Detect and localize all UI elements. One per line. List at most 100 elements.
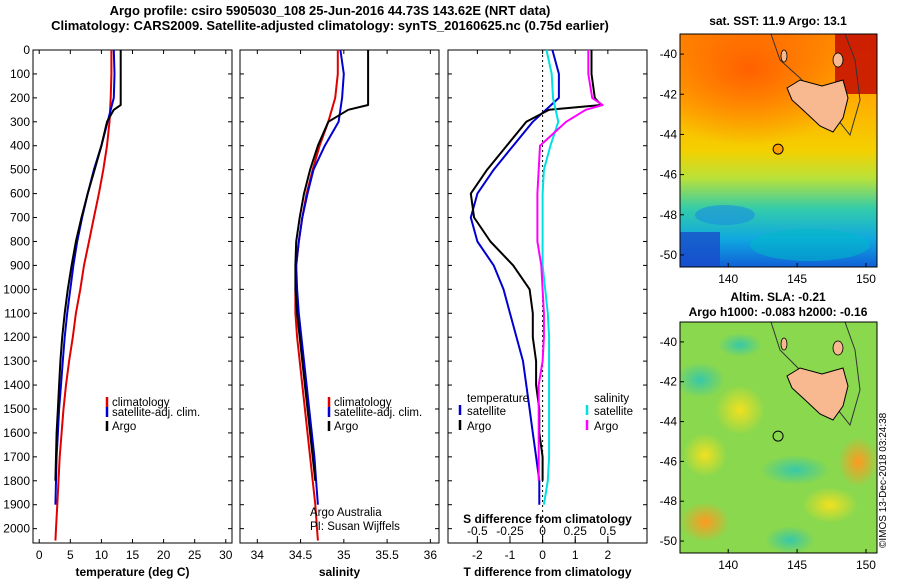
- legend-label-sal-argo: Argo: [594, 421, 618, 433]
- x-tick-label: 10: [95, 548, 109, 562]
- map-y-tick-label: -48: [660, 494, 678, 508]
- x-tick-label: 5: [67, 548, 74, 562]
- plot-frame: [239, 49, 440, 544]
- x-axis-label: T difference from climatology: [463, 565, 631, 579]
- series-line-satellite: [469, 49, 560, 505]
- x-axis-label: temperature (deg C): [75, 565, 189, 579]
- x-tick-label: 2: [605, 548, 612, 562]
- series-line-climatology: [54, 50, 113, 541]
- map-y-tick-label: -48: [660, 208, 678, 222]
- x-tick-label: -2: [472, 548, 483, 562]
- map-y-tick-label: -40: [660, 47, 678, 61]
- map-x-tick-label: 145: [787, 558, 807, 572]
- sla-low-anomaly: [760, 455, 830, 485]
- series-line-sal_argo: [536, 50, 604, 481]
- x-tick-label: 0: [36, 548, 43, 562]
- s-diff-tick-label: 0.5: [600, 524, 617, 538]
- sla-map-title-1: Altim. SLA: -0.21: [730, 290, 826, 304]
- sst-cool-patch: [750, 229, 870, 261]
- legend-label-temp-satellite: satellite: [467, 406, 506, 418]
- sla-low-anomaly: [765, 526, 815, 553]
- y-tick-label: 1300: [3, 354, 30, 368]
- plot-frame: [32, 49, 233, 544]
- x-axis-label: salinity: [319, 565, 361, 579]
- sst-cold-patch: [680, 232, 720, 267]
- sst-contour: [770, 34, 861, 137]
- y-tick-label: 500: [10, 163, 30, 177]
- map-y-tick-label: -44: [660, 415, 678, 429]
- y-tick-label: 600: [10, 187, 30, 201]
- king-island: [780, 337, 788, 351]
- sla-high-anomaly: [802, 487, 858, 523]
- y-tick-label: 200: [10, 91, 30, 105]
- y-tick-label: 1100: [4, 306, 30, 320]
- y-tick-label: 1400: [3, 378, 30, 392]
- x-tick-label: -1: [505, 548, 516, 562]
- x-tick-label: 34: [251, 548, 265, 562]
- s-diff-tick-label: 0.25: [564, 524, 588, 538]
- sst-map-frame: [679, 33, 878, 268]
- legend-label-sal-satellite: satellite: [594, 406, 633, 418]
- sla-low-anomaly: [718, 333, 762, 357]
- series-line-argo: [54, 50, 122, 481]
- x-tick-label: 30: [219, 548, 233, 562]
- s-diff-tick-label: -0.5: [467, 524, 488, 538]
- sla-high-anomaly: [838, 437, 877, 487]
- sla-high-anomaly: [680, 502, 730, 542]
- salinity-legend: climatology satellite-adj. clim. Argo Ar…: [310, 397, 422, 533]
- credit-line-1: Argo Australia: [310, 507, 382, 519]
- y-tick-label: 0: [23, 43, 30, 57]
- imos-timestamp: ©IMOS 13-Dec-2018 03:24:38: [878, 412, 889, 548]
- x-tick-label: 35.5: [375, 548, 399, 562]
- s-diff-tick-label: -0.25: [496, 524, 524, 538]
- y-tick-label: 1200: [3, 330, 30, 344]
- flinders-island: [832, 52, 844, 68]
- tasmania-landmass: [786, 367, 849, 421]
- sla-map: Altim. SLA: -0.21 Argo h1000: -0.083 h20…: [660, 290, 878, 572]
- x-tick-label: 15: [126, 548, 140, 562]
- x-tick-label: 36: [424, 548, 438, 562]
- y-tick-label: 1500: [3, 402, 30, 416]
- map-y-tick-label: -50: [660, 248, 678, 262]
- legend-label-climatology: climatology: [334, 397, 392, 409]
- legend-label-climatology: climatology: [112, 397, 170, 409]
- y-tick-label: 400: [10, 139, 30, 153]
- title-line-2: Climatology: CARS2009. Satellite-adjuste…: [51, 18, 609, 33]
- map-y-tick-label: -42: [660, 87, 678, 101]
- x-tick-label: 1: [572, 548, 579, 562]
- argo-position-marker: [772, 143, 784, 155]
- y-tick-label: 2000: [3, 522, 30, 536]
- legend-label-temp-argo: Argo: [467, 421, 491, 433]
- sst-cool-patch: [695, 205, 755, 225]
- y-tick-label: 300: [10, 115, 30, 129]
- y-tick-label: 1800: [3, 474, 30, 488]
- sla-map-frame: [679, 321, 878, 554]
- x-tick-label: 35: [337, 548, 351, 562]
- x-tick-label: 34.5: [289, 548, 313, 562]
- series-line-satellite: [295, 49, 345, 505]
- flinders-island: [832, 340, 844, 356]
- argo-position-marker: [772, 430, 784, 442]
- x-tick-label: 0: [539, 548, 546, 562]
- y-tick-label: 700: [10, 211, 30, 225]
- y-tick-label: 1900: [3, 498, 30, 512]
- legend-label-satellite: satellite-adj. clim.: [334, 407, 422, 419]
- legend-head-temperature: temperature: [467, 393, 529, 405]
- sla-high-anomaly: [715, 385, 765, 435]
- map-x-tick-label: 145: [787, 272, 807, 286]
- y-tick-label: 1600: [3, 426, 30, 440]
- legend-label-argo: Argo: [112, 421, 136, 433]
- map-y-tick-label: -46: [660, 168, 678, 182]
- series-line-argo: [294, 50, 370, 481]
- legend-head-salinity: salinity: [594, 393, 629, 405]
- s-diff-axis-label: S difference from climatology: [463, 512, 632, 526]
- sla-high-anomaly: [683, 433, 727, 477]
- temperature-panel: 0100200300400500600700800900100011001200…: [3, 43, 232, 579]
- tasmania-landmass: [786, 79, 849, 133]
- y-tick-label: 800: [10, 234, 30, 248]
- map-y-tick-label: -44: [660, 127, 678, 141]
- sla-map-title-2: Argo h1000: -0.083 h2000: -0.16: [689, 305, 868, 319]
- y-tick-label: 1700: [3, 450, 30, 464]
- legend-label-satellite: satellite-adj. clim.: [112, 407, 200, 419]
